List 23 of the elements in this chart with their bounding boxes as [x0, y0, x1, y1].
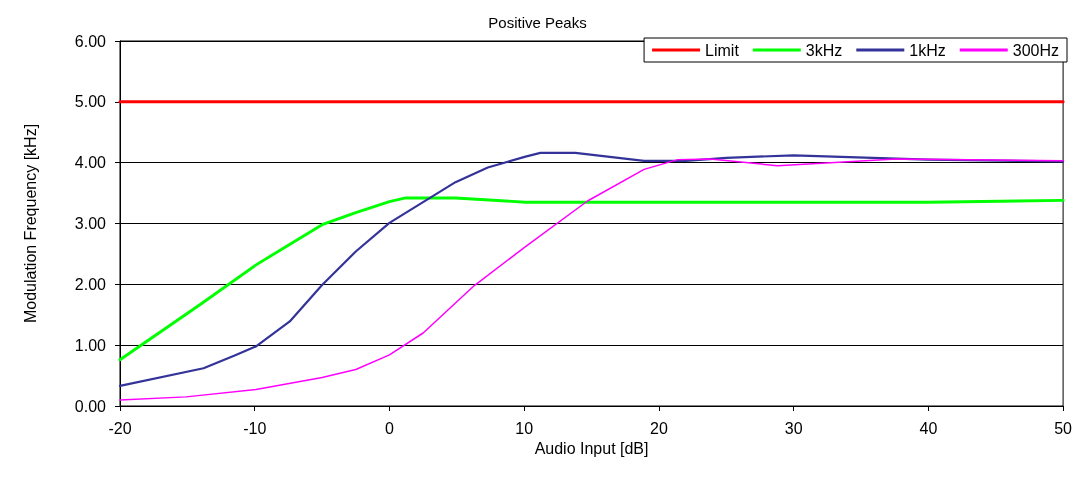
x-axis-title: Audio Input [dB]: [534, 440, 649, 458]
y-tick-label: 4.00: [74, 154, 107, 172]
chart-title: Positive Peaks: [488, 14, 587, 31]
legend-label: Limit: [705, 41, 740, 59]
legend-label: 3kHz: [805, 41, 843, 59]
x-tick-label: 40: [919, 419, 938, 437]
x-tick-label: -20: [108, 419, 132, 437]
y-tick-label: 6.00: [74, 32, 107, 50]
legend-label: 1kHz: [909, 41, 946, 59]
x-tick-label: 20: [650, 419, 668, 437]
line-series: [118, 196, 1065, 362]
y-tick-label: 0.00: [74, 397, 107, 415]
y-axis-title: Modulation Frequency [kHz]: [21, 123, 39, 324]
y-tick-label: 2.00: [74, 275, 107, 293]
legend-label: 300Hz: [1012, 41, 1059, 59]
y-tick-label: 1.00: [74, 336, 107, 354]
x-tick-label: 0: [385, 419, 394, 437]
x-tick-label: 30: [784, 419, 803, 437]
y-tick-label: 3.00: [74, 215, 107, 232]
x-tick-label: -10: [243, 419, 267, 437]
x-tick-label: 10: [515, 419, 534, 437]
x-tick-label: 50: [1054, 419, 1073, 437]
y-tick-label: 5.00: [74, 93, 107, 111]
